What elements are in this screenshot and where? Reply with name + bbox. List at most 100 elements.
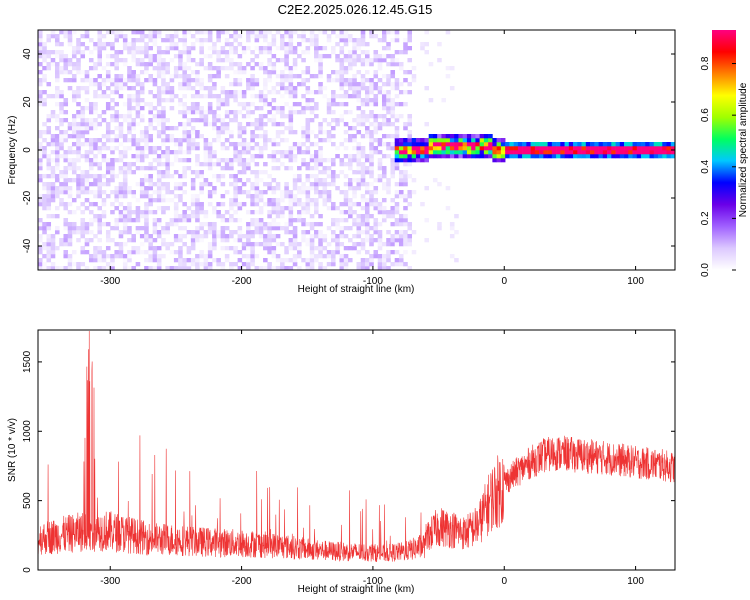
spectrogram-cell (131, 54, 136, 59)
spectrogram-cell (653, 154, 659, 159)
colorbar-strip (712, 30, 736, 270)
spectrogram-cell (254, 194, 260, 199)
spectrogram-cell (534, 154, 540, 159)
spectrogram-cell (80, 234, 86, 239)
spectrogram-cell (88, 182, 94, 187)
spectrogram-cell (246, 30, 251, 35)
spectrogram-cell (203, 222, 209, 227)
spectrogram-cell (38, 234, 43, 239)
spectrogram-cell (186, 74, 192, 79)
spectrogram-cell (207, 94, 213, 99)
spectrogram-cell (203, 38, 209, 43)
spectrogram-cell (114, 86, 119, 91)
spectrogram-cell (411, 154, 417, 159)
spectrogram-cell (653, 146, 659, 151)
spectrogram-cell (339, 74, 345, 79)
spectrogram-cell (110, 202, 115, 207)
spectrogram-cell (105, 182, 111, 187)
spectrogram-cell (165, 266, 170, 271)
spectrogram-cell (343, 70, 349, 75)
spectrogram-cell (331, 102, 336, 107)
spectrogram-cell (458, 138, 463, 143)
spectrogram-cell (343, 38, 349, 43)
spectrogram-cell (237, 122, 243, 127)
spectrogram-cell (233, 90, 238, 95)
spectrogram-cell (93, 202, 98, 207)
spectrogram-cell (263, 70, 268, 75)
spectrogram-cell (547, 142, 553, 147)
spectrogram-cell (403, 242, 408, 247)
spectrogram-cell (237, 34, 243, 39)
spectrogram-cell (203, 178, 209, 183)
spectrogram-cell (71, 158, 77, 163)
spectrogram-cell (271, 210, 277, 215)
spectrogram-cell (288, 122, 294, 127)
spectrogram-cell (343, 174, 349, 179)
spectrogram-cell (152, 198, 158, 203)
spectrogram-cell (54, 78, 60, 83)
spectrogram-cell (224, 94, 230, 99)
spectrogram-cell (263, 34, 268, 39)
spectrogram-cell (59, 134, 64, 139)
spectrogram-cell (590, 150, 595, 155)
spectrogram-cell (178, 214, 183, 219)
spectrogram-cell (394, 34, 400, 39)
spectrogram-cell (292, 178, 298, 183)
spectrogram-cell (156, 114, 162, 119)
spectrogram-cell (267, 238, 272, 243)
spectrogram-cell (407, 202, 413, 207)
spectrogram-cell (246, 238, 251, 243)
spectrogram-cell (156, 174, 162, 179)
spectrogram-cell (54, 214, 60, 219)
spectrogram-cell (326, 54, 332, 59)
spectrogram-cell (403, 50, 408, 55)
spectrogram-cell (233, 174, 238, 179)
spectrogram-cell (305, 90, 311, 95)
spectrogram-cell (314, 246, 319, 251)
spectrogram-cell (131, 190, 136, 195)
spectrogram-cell (403, 194, 408, 199)
spectrogram-cell (199, 86, 204, 91)
spectrogram-cell (186, 78, 192, 83)
spectrogram-cell (335, 78, 340, 83)
spectrogram-cell (93, 62, 98, 67)
spectrogram-cell (67, 178, 73, 183)
spectrogram-cell (54, 86, 60, 91)
spectrogram-cell (403, 42, 408, 47)
spectrogram-cell (144, 102, 149, 107)
spectrogram-cell (71, 210, 77, 215)
spectrogram-cell (152, 266, 158, 271)
spectrogram-cell (139, 106, 145, 111)
spectrogram-cell (135, 110, 141, 115)
spectrogram-cell (360, 58, 366, 63)
spectrogram-cell (97, 162, 102, 167)
spectrogram-cell (394, 206, 400, 211)
spectrogram-cell (420, 42, 425, 47)
spectrogram-cell (148, 174, 153, 179)
spectrogram-cell (292, 58, 298, 63)
spectrogram-cell (80, 190, 86, 195)
spectrogram-cell (322, 30, 328, 35)
spectrogram-cell (178, 110, 183, 115)
spectrogram-cell (271, 70, 277, 75)
spectrogram-cell (280, 114, 285, 119)
spectrogram-cell (437, 146, 442, 151)
spectrogram-cell (335, 94, 340, 99)
spectrogram-cell (420, 46, 425, 51)
spectrogram-cell (649, 154, 655, 159)
spectrogram-cell (152, 82, 158, 87)
spectrogram-cell (271, 106, 277, 111)
spectrogram-cell (54, 142, 60, 147)
spectrogram-cell (84, 122, 90, 127)
spectrogram-cell (288, 230, 294, 235)
spectrogram-cell (182, 226, 187, 231)
spectrogram-cell (284, 182, 289, 187)
spectrogram-cell (356, 122, 362, 127)
spectrogram-cell (301, 38, 306, 43)
spectrogram-cell (76, 262, 81, 267)
spectrogram-cell (284, 190, 289, 195)
spectrogram-cell (237, 226, 243, 231)
spectrogram-cell (411, 138, 417, 143)
spectrogram-cell (110, 42, 115, 47)
spectrogram-cell (114, 194, 119, 199)
